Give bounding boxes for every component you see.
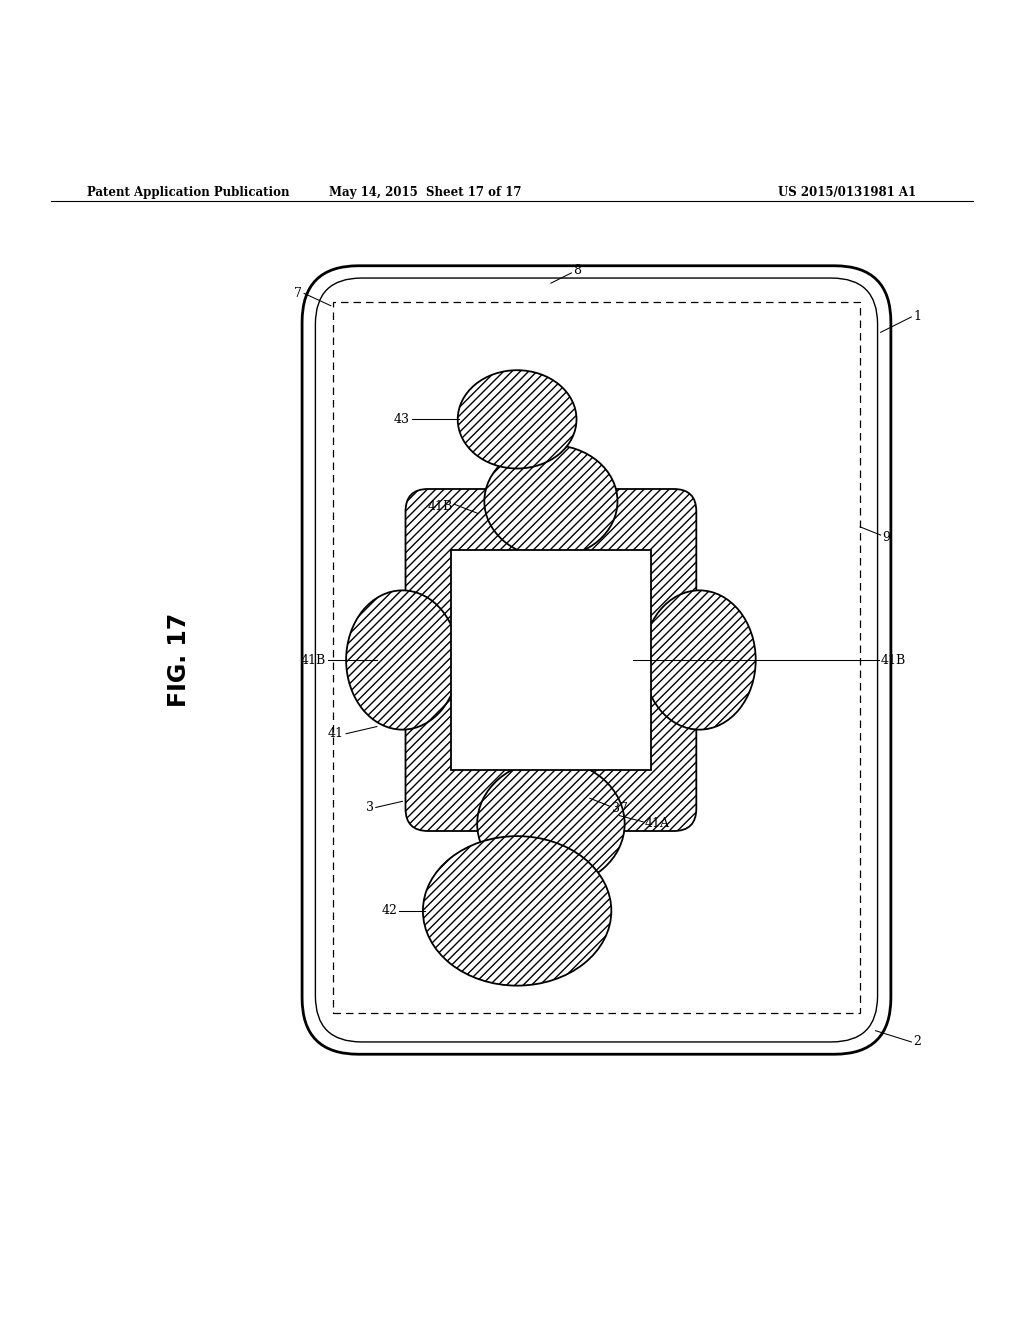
Text: 1: 1 bbox=[913, 310, 922, 323]
Ellipse shape bbox=[484, 445, 617, 557]
Text: Patent Application Publication: Patent Application Publication bbox=[87, 186, 290, 198]
Ellipse shape bbox=[423, 836, 611, 986]
Text: 8: 8 bbox=[573, 264, 582, 277]
Text: May 14, 2015  Sheet 17 of 17: May 14, 2015 Sheet 17 of 17 bbox=[329, 186, 521, 198]
Text: 41: 41 bbox=[328, 727, 344, 741]
Text: 41A: 41A bbox=[645, 817, 670, 830]
Text: 7: 7 bbox=[294, 286, 302, 300]
FancyBboxPatch shape bbox=[406, 488, 696, 832]
Text: US 2015/0131981 A1: US 2015/0131981 A1 bbox=[778, 186, 916, 198]
Bar bbox=[333, 301, 860, 1014]
Text: 9: 9 bbox=[883, 531, 891, 544]
Ellipse shape bbox=[477, 760, 625, 887]
FancyBboxPatch shape bbox=[302, 265, 891, 1055]
Text: 3: 3 bbox=[366, 801, 374, 814]
Text: 43: 43 bbox=[393, 413, 410, 426]
Ellipse shape bbox=[346, 590, 459, 730]
Text: 41B: 41B bbox=[427, 500, 453, 513]
Ellipse shape bbox=[643, 590, 756, 730]
Text: 37: 37 bbox=[612, 803, 629, 814]
Text: 42: 42 bbox=[381, 904, 397, 917]
Text: 41B: 41B bbox=[300, 653, 326, 667]
Ellipse shape bbox=[458, 370, 577, 469]
Text: 41B: 41B bbox=[881, 653, 906, 667]
Text: FIG. 17: FIG. 17 bbox=[167, 612, 191, 708]
Bar bbox=[451, 550, 651, 770]
Text: 2: 2 bbox=[913, 1035, 922, 1048]
